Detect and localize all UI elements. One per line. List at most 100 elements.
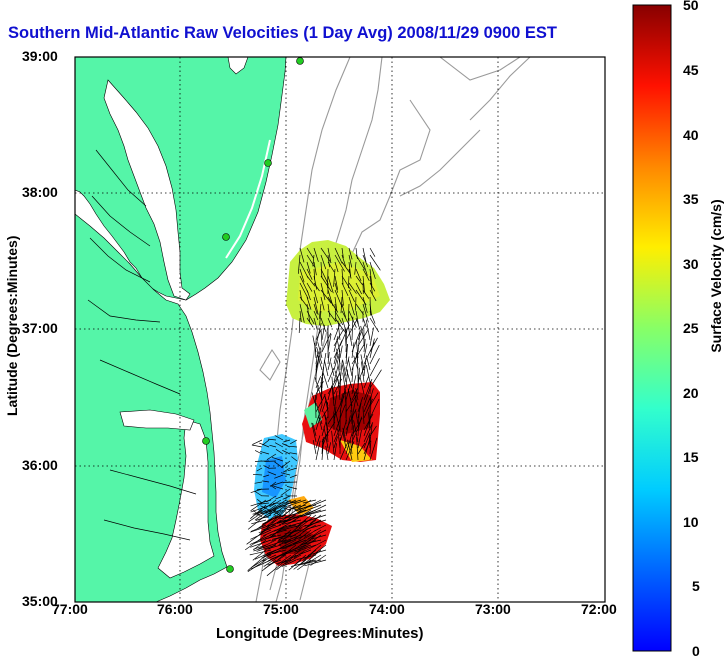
velocity-vector bbox=[363, 343, 368, 359]
velocity-vector bbox=[351, 411, 354, 431]
velocity-vector bbox=[334, 261, 339, 273]
velocity-vector bbox=[357, 329, 369, 347]
velocity-vector bbox=[325, 445, 329, 461]
x-tick-label: 75:00 bbox=[263, 601, 299, 617]
velocity-vector bbox=[320, 317, 327, 332]
velocity-vector bbox=[369, 310, 376, 324]
velocity-vector bbox=[313, 275, 318, 290]
velocity-vector bbox=[362, 303, 369, 323]
colorbar-tick-label: 30 bbox=[683, 256, 699, 272]
velocity-vector bbox=[266, 453, 277, 460]
velocity-vector bbox=[311, 534, 327, 540]
velocity-vector bbox=[345, 328, 348, 353]
velocity-vector bbox=[351, 375, 357, 395]
velocity-vector bbox=[251, 519, 267, 525]
velocity-vector bbox=[280, 488, 291, 496]
velocity-vector bbox=[253, 534, 277, 545]
x-tick-label: 73:00 bbox=[475, 601, 511, 617]
velocity-vector bbox=[312, 499, 327, 506]
velocity-vector bbox=[283, 499, 307, 508]
velocity-vector bbox=[327, 442, 332, 455]
velocity-vector bbox=[321, 332, 332, 353]
velocity-vector bbox=[369, 317, 380, 333]
velocity-vector bbox=[250, 559, 272, 570]
velocity-vector bbox=[262, 514, 282, 525]
albemarle-sound bbox=[119, 409, 195, 431]
velocity-vector bbox=[333, 268, 336, 287]
velocity-vector bbox=[293, 534, 312, 545]
colorbar-tick-label: 50 bbox=[683, 0, 699, 13]
velocity-vector bbox=[275, 495, 284, 500]
velocity-vector bbox=[263, 529, 277, 537]
velocity-vector bbox=[369, 338, 375, 359]
velocity-vector bbox=[341, 310, 350, 327]
velocity-vector bbox=[321, 324, 326, 341]
velocity-vector bbox=[342, 360, 347, 377]
velocity-vector bbox=[271, 456, 284, 462]
velocity-vector bbox=[327, 310, 337, 322]
velocity-vector bbox=[342, 432, 347, 449]
velocity-vector bbox=[333, 354, 339, 371]
delaware-bay bbox=[227, 57, 249, 75]
velocity-vector bbox=[257, 519, 272, 529]
velocity-vector bbox=[315, 440, 321, 461]
velocity-vector bbox=[249, 549, 272, 556]
velocity-vector bbox=[327, 351, 330, 365]
velocity-vector bbox=[276, 559, 292, 564]
velocity-vector bbox=[363, 437, 371, 461]
velocity-vector bbox=[362, 289, 370, 299]
velocity-vector bbox=[363, 397, 371, 413]
velocity-vector bbox=[298, 529, 312, 540]
velocity-vector bbox=[363, 378, 373, 401]
velocity-vector bbox=[263, 554, 282, 567]
velocity-vector bbox=[327, 303, 331, 318]
velocity-vector bbox=[348, 268, 352, 279]
velocity-vector bbox=[362, 296, 368, 313]
velocity-vector bbox=[353, 420, 359, 443]
velocity-vector bbox=[341, 364, 347, 383]
velocity-vector bbox=[255, 514, 272, 521]
velocity-vector bbox=[315, 416, 321, 431]
velocity-vector bbox=[269, 529, 287, 536]
velocity-vector bbox=[288, 504, 302, 511]
velocity-vector bbox=[244, 534, 267, 551]
velocity-vector bbox=[265, 544, 282, 550]
velocity-vector bbox=[369, 423, 373, 443]
velocity-vector bbox=[251, 554, 272, 568]
velocity-vector bbox=[306, 261, 311, 274]
velocity-vector bbox=[299, 268, 305, 283]
velocity-vector bbox=[339, 372, 342, 395]
velocity-vector bbox=[310, 514, 327, 521]
velocity-vector bbox=[284, 554, 302, 565]
velocity-vector bbox=[309, 514, 322, 524]
velocity-vector bbox=[331, 430, 335, 455]
velocity-vector bbox=[312, 254, 315, 267]
velocity-vector bbox=[342, 372, 347, 395]
velocity-vector bbox=[275, 449, 284, 455]
velocity-vector bbox=[362, 247, 367, 263]
velocity-vector bbox=[351, 367, 354, 383]
velocity-vector bbox=[253, 544, 267, 550]
velocity-vector bbox=[250, 524, 272, 533]
velocity-vector bbox=[280, 472, 291, 476]
velocity-vector bbox=[280, 524, 297, 530]
velocity-vector bbox=[299, 310, 302, 323]
velocity-vector bbox=[299, 261, 309, 279]
colorbar-tick-label: 5 bbox=[692, 578, 700, 594]
radar-sites bbox=[202, 57, 304, 573]
velocity-vector bbox=[284, 529, 302, 535]
velocity-vector bbox=[260, 505, 270, 511]
velocity-vector bbox=[337, 428, 341, 449]
colorbar-tick-label: 35 bbox=[683, 191, 699, 207]
velocity-vector bbox=[274, 442, 284, 448]
velocity-vector bbox=[324, 360, 329, 377]
velocity-vector bbox=[313, 261, 317, 276]
velocity-vector bbox=[290, 439, 298, 445]
velocity-vector bbox=[320, 254, 327, 270]
velocity-vector bbox=[296, 554, 317, 560]
velocity-vector bbox=[362, 268, 370, 281]
velocity-vector bbox=[327, 385, 333, 401]
velocity-vector bbox=[355, 268, 362, 282]
velocity-vector bbox=[313, 289, 319, 304]
velocity-vector bbox=[274, 435, 284, 441]
